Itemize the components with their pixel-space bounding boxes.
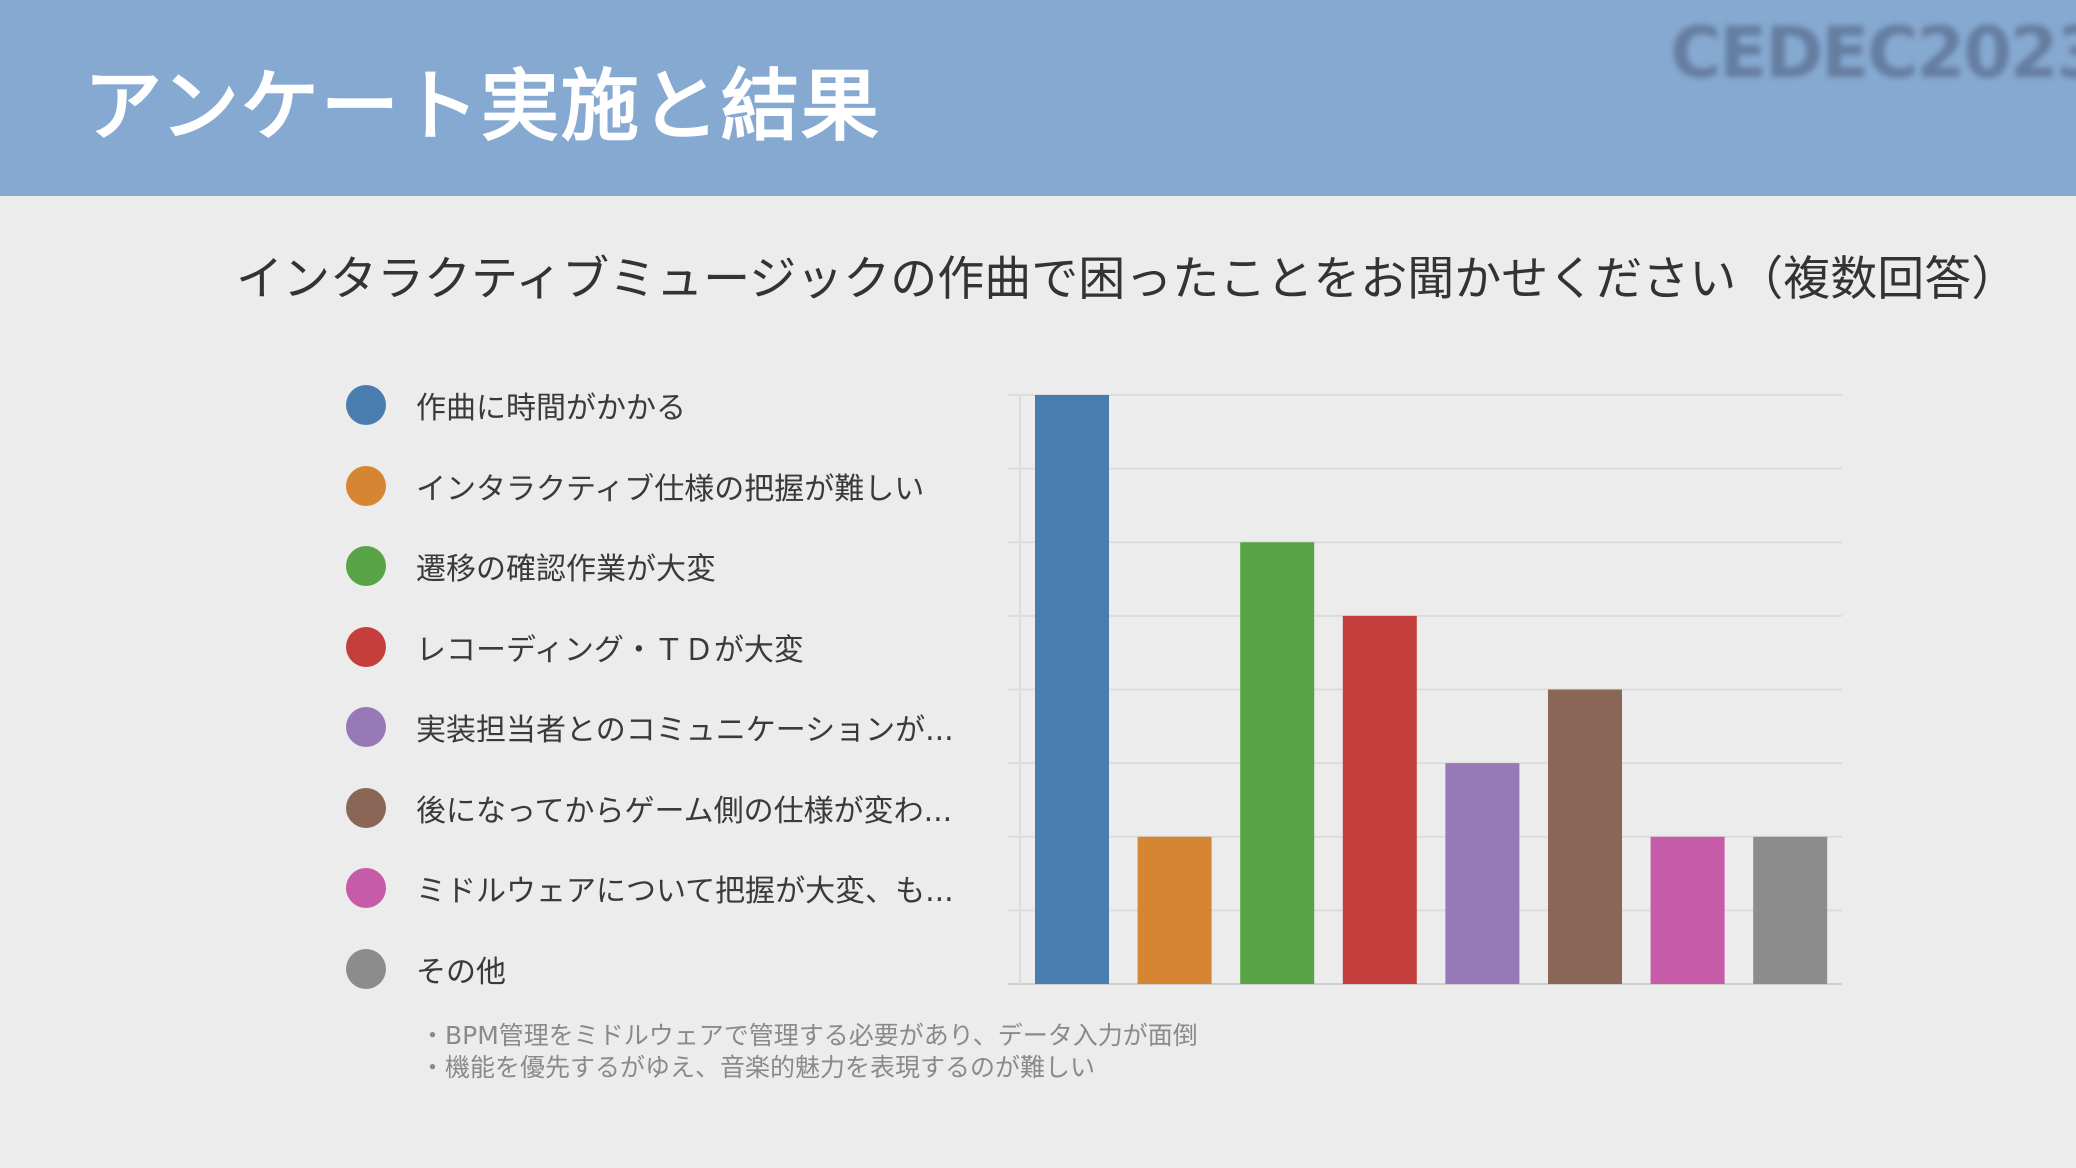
- legend-label: その他: [416, 954, 506, 990]
- bar: [1548, 689, 1622, 984]
- bar: [1342, 615, 1417, 984]
- legend-item: 遷移の確認作業が大変: [346, 541, 1046, 591]
- legend-swatch: [346, 868, 386, 908]
- bar: [1137, 836, 1212, 984]
- bar: [1240, 542, 1315, 984]
- legend-swatch: [346, 626, 386, 667]
- legend-label: インタラクティブ仕様の把握が難しい: [416, 471, 925, 507]
- legend-swatch: [346, 385, 386, 425]
- legend-swatch: [346, 787, 386, 828]
- legend-item: 実装担当者とのコミュニケーションが...: [346, 702, 1046, 752]
- legend-item: ミドルウェアについて把握が大変、も...: [346, 863, 1046, 913]
- page-title: アンケート実施と結果: [84, 62, 881, 152]
- bar: [1650, 836, 1725, 984]
- legend-swatch: [346, 465, 386, 506]
- bar: [1445, 763, 1520, 984]
- legend-item: インタラクティブ仕様の把握が難しい: [346, 461, 1046, 511]
- legend-label: 遷移の確認作業が大変: [416, 552, 716, 587]
- legend-item: 作曲に時間がかかる: [346, 380, 1046, 430]
- event-logo: CEDEC2023: [1670, 12, 2076, 94]
- legend-label: 作曲に時間がかかる: [416, 391, 686, 426]
- other-answers-notes: ・BPM管理をミドルウェアで管理する必要があり、データ入力が面倒 ・機能を優先す…: [420, 1020, 1198, 1084]
- legend-item: レコーディング・ＴＤが大変: [346, 622, 1046, 672]
- legend-item: その他: [346, 944, 1046, 994]
- legend-swatch: [346, 948, 386, 989]
- note-line: ・機能を優先するがゆえ、音楽的魅力を表現するのが難しい: [420, 1053, 1096, 1082]
- bar: [1035, 395, 1109, 984]
- legend-item: 後になってからゲーム側の仕様が変わ...: [346, 783, 1046, 833]
- legend-label: ミドルウェアについて把握が大変、も...: [416, 874, 954, 909]
- legend-swatch: [346, 707, 386, 747]
- legend-label: 後になってからゲーム側の仕様が変わ...: [416, 793, 953, 829]
- header-bar: アンケート実施と結果 CEDEC2023: [0, 0, 2076, 196]
- legend-label: 実装担当者とのコミュニケーションが...: [416, 713, 954, 748]
- bar: [1753, 836, 1828, 984]
- note-line: ・BPM管理をミドルウェアで管理する必要があり、データ入力が面倒: [420, 1021, 1198, 1050]
- legend-swatch: [346, 546, 386, 586]
- survey-question: インタラクティブミュージックの作曲で困ったことをお聞かせください（複数回答）: [236, 252, 2019, 307]
- legend-label: レコーディング・ＴＤが大変: [416, 632, 804, 668]
